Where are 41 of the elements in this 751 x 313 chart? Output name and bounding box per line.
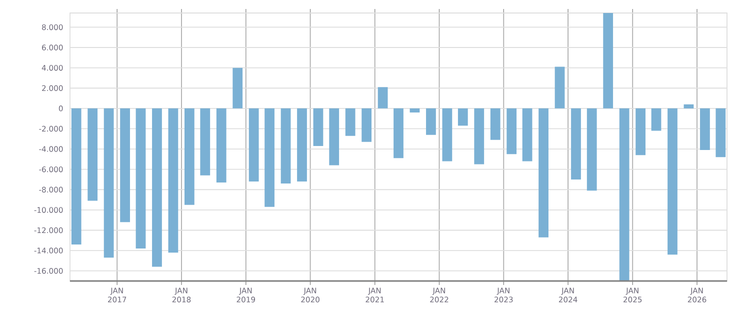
bar — [362, 108, 372, 142]
bar — [651, 108, 662, 131]
bar — [120, 108, 130, 222]
bar — [104, 108, 114, 258]
bar — [378, 87, 388, 108]
bar — [458, 108, 468, 126]
bar — [490, 108, 500, 140]
bar — [152, 108, 162, 267]
bar — [684, 104, 694, 108]
bar — [619, 108, 630, 281]
bar — [474, 108, 484, 164]
bar — [426, 108, 436, 135]
bar — [716, 108, 726, 158]
bar — [216, 108, 226, 183]
bar — [586, 108, 597, 191]
bar — [200, 108, 210, 176]
bar — [88, 108, 98, 201]
bar — [329, 108, 340, 166]
bar — [603, 12, 614, 108]
bar — [410, 108, 420, 112]
bar — [264, 108, 274, 207]
bar — [184, 108, 194, 205]
bar — [313, 108, 324, 146]
bar — [394, 108, 404, 158]
bar — [136, 108, 146, 249]
bar — [506, 108, 517, 154]
bar — [668, 108, 678, 255]
bar — [232, 68, 243, 108]
bar — [700, 108, 710, 150]
bar — [538, 108, 548, 238]
bar — [71, 108, 82, 244]
bar — [168, 108, 178, 253]
bar — [636, 108, 646, 156]
bar — [345, 108, 356, 136]
bar — [248, 108, 259, 182]
bar — [442, 108, 452, 162]
bar — [280, 108, 291, 184]
bar — [522, 108, 532, 162]
bar — [554, 66, 565, 108]
bar — [571, 108, 581, 180]
bar — [297, 108, 307, 182]
